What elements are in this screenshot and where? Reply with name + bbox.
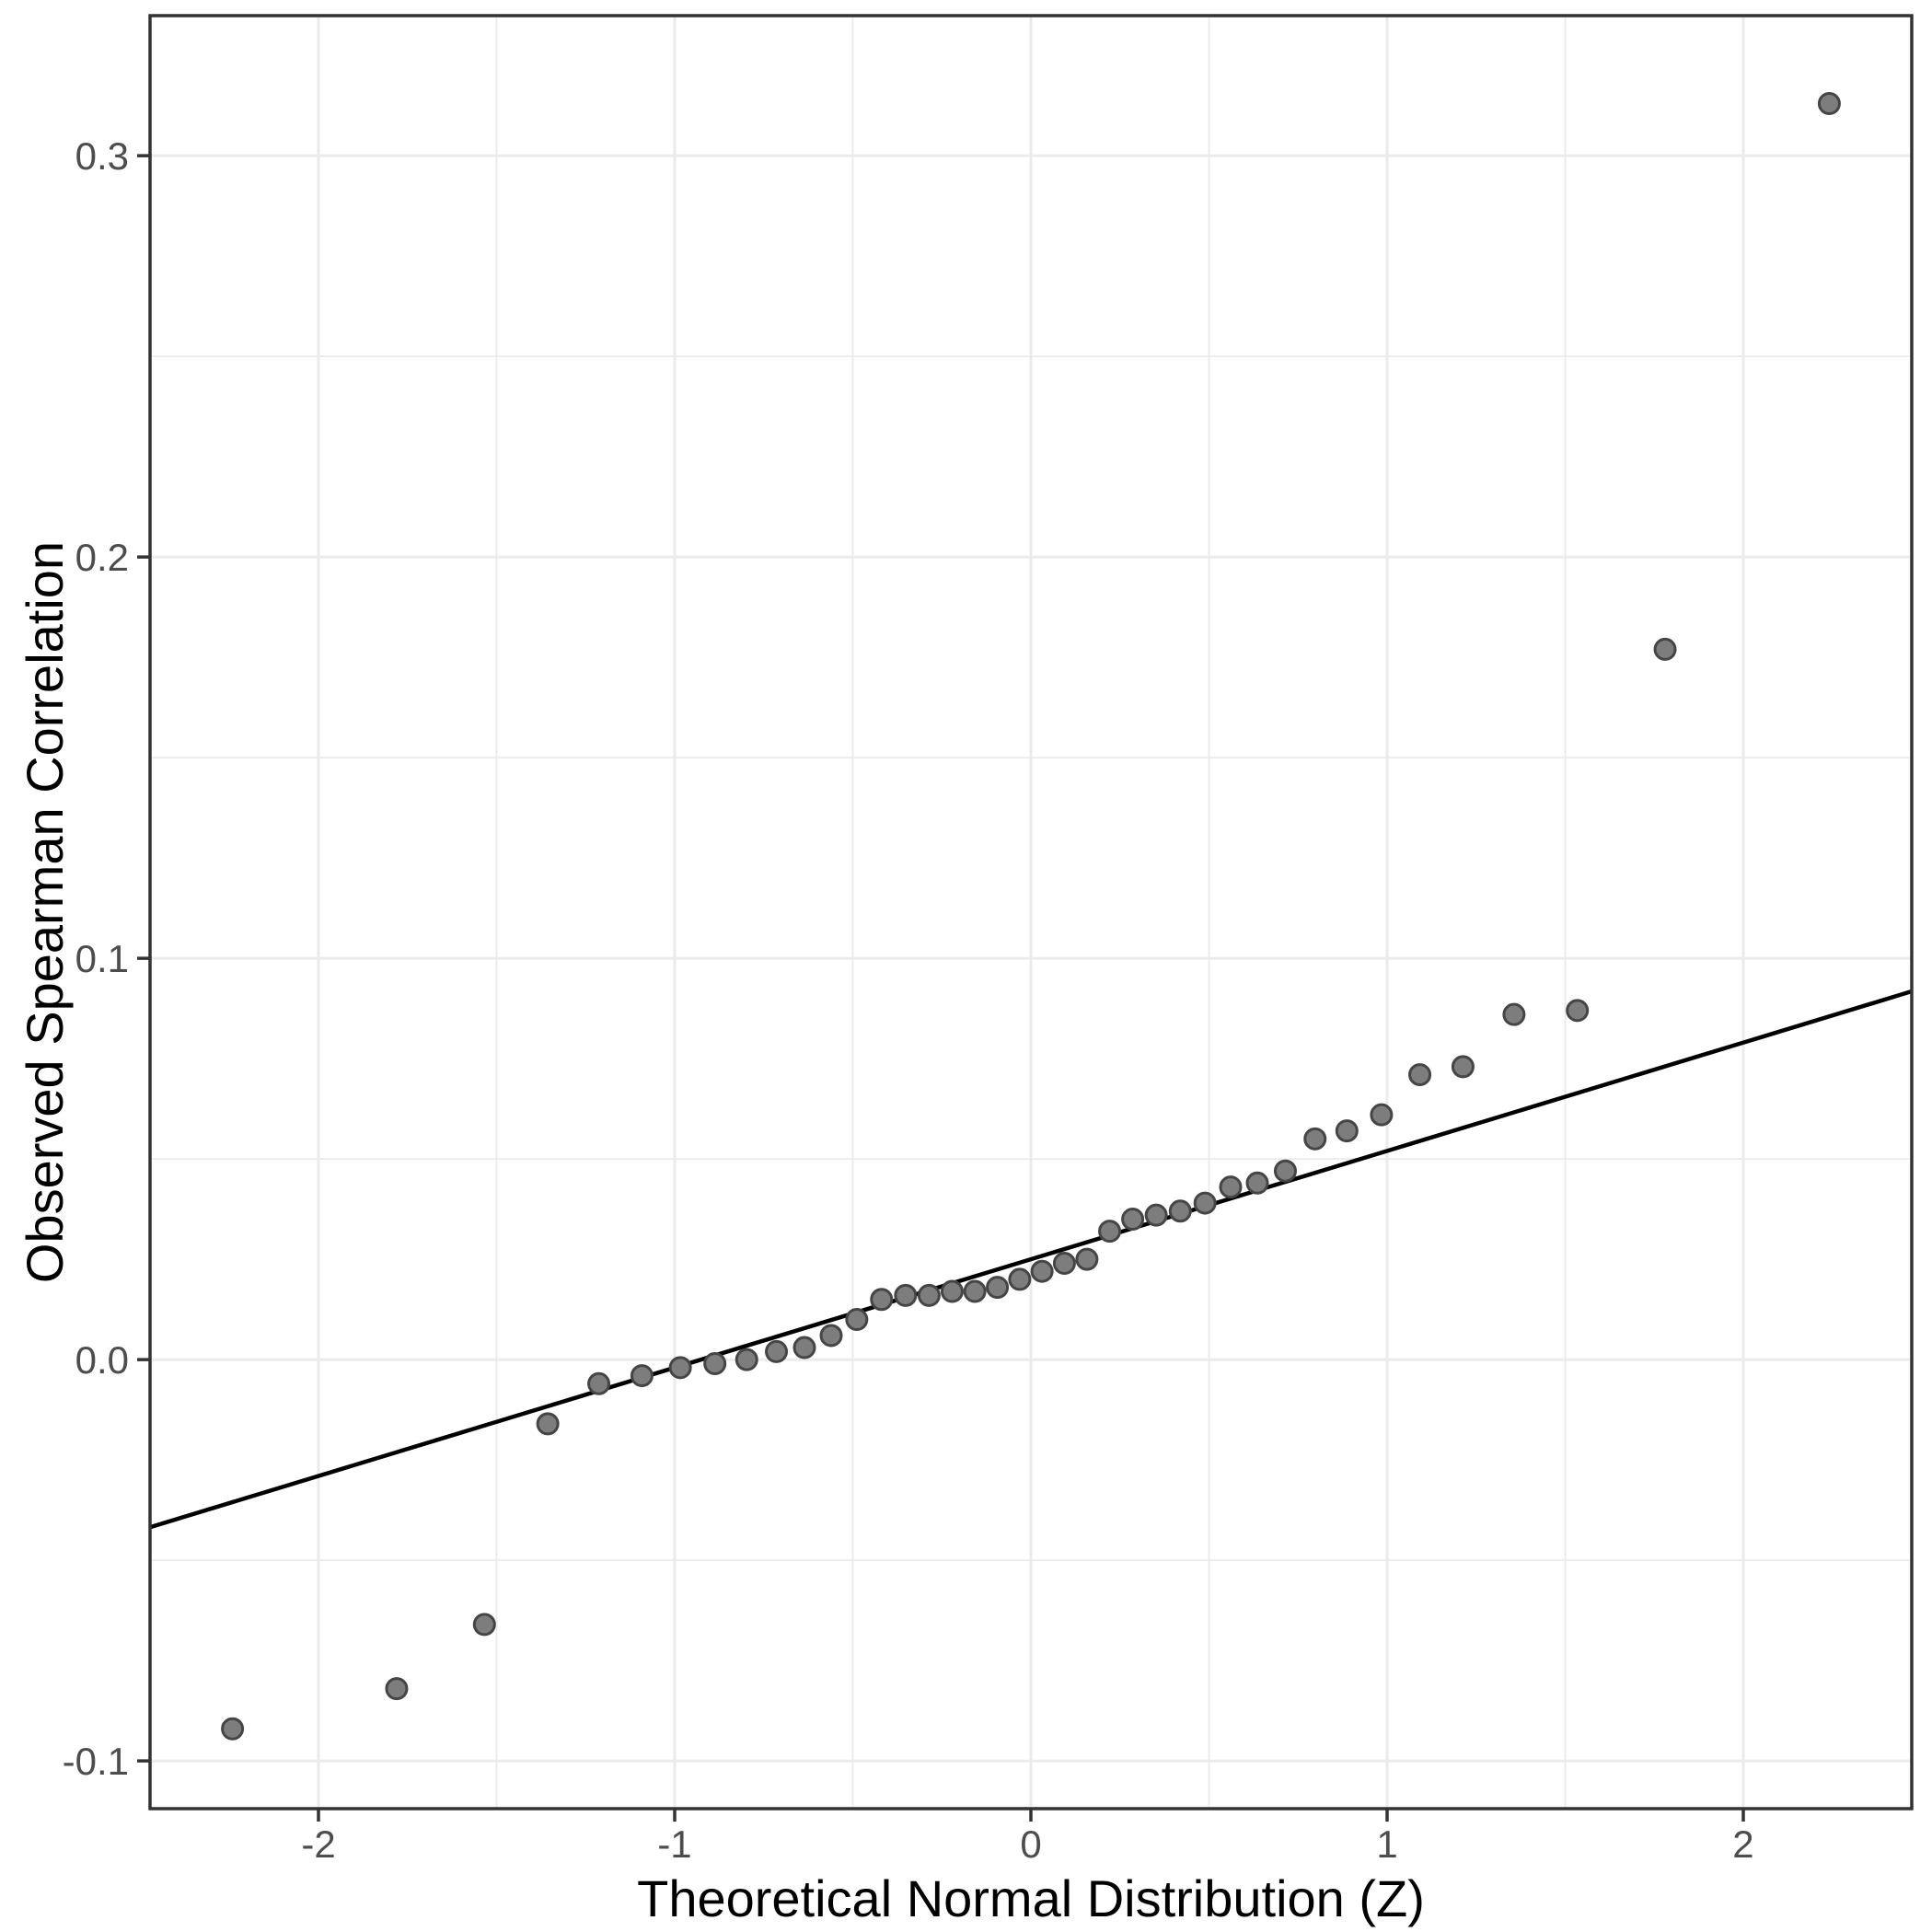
tick-labels-layer: -2 -1 0 1 2 -0.1 0.0 0.1 0.2 0.3	[63, 134, 1754, 1866]
data-point	[986, 1276, 1010, 1300]
data-point	[1653, 637, 1677, 661]
data-point	[819, 1324, 843, 1348]
data-point	[1075, 1247, 1099, 1271]
y-tick-label: -0.1	[63, 1740, 129, 1783]
data-point	[668, 1356, 692, 1380]
x-tick-label: 2	[1732, 1822, 1753, 1866]
data-point	[1121, 1208, 1145, 1232]
qq-reference-line	[149, 989, 1913, 1530]
qq-line-layer	[149, 989, 1913, 1530]
x-tick-label: 0	[1020, 1822, 1041, 1866]
data-point	[630, 1364, 654, 1388]
data-point	[1408, 1063, 1432, 1087]
x-tick-label: -1	[657, 1822, 691, 1866]
y-tick-label: 0.2	[75, 536, 129, 579]
data-point	[765, 1339, 789, 1363]
data-point	[1052, 1251, 1076, 1275]
data-point	[587, 1371, 611, 1395]
data-point	[1193, 1191, 1217, 1215]
gridlines-major	[150, 16, 1912, 1809]
data-point	[1030, 1259, 1054, 1283]
data-point	[845, 1308, 869, 1332]
data-point	[1273, 1159, 1297, 1183]
x-tick-label: -2	[301, 1822, 335, 1866]
data-point	[1502, 1002, 1526, 1026]
y-tick-label: 0.0	[75, 1338, 129, 1382]
data-point	[1370, 1103, 1394, 1127]
data-point	[870, 1288, 894, 1312]
data-point	[1451, 1055, 1475, 1079]
data-point	[1303, 1127, 1327, 1151]
data-point	[792, 1336, 816, 1359]
y-axis-title: Observed Spearman Correlation	[16, 541, 74, 1283]
data-point	[1219, 1175, 1243, 1199]
data-point	[917, 1283, 941, 1307]
data-point	[1008, 1267, 1032, 1291]
data-point	[1817, 91, 1841, 115]
data-point	[963, 1279, 987, 1303]
data-point	[221, 1717, 245, 1741]
data-points-layer	[221, 91, 1841, 1741]
data-point	[1168, 1199, 1192, 1223]
data-point	[1566, 999, 1590, 1023]
axis-ticks-layer	[137, 154, 1745, 1822]
data-point	[1098, 1220, 1122, 1244]
x-tick-label: 1	[1376, 1822, 1397, 1866]
x-axis-title: Theoretical Normal Distribution (Z)	[637, 1869, 1425, 1927]
data-point	[1245, 1171, 1269, 1195]
data-point	[536, 1412, 560, 1436]
data-point	[472, 1613, 496, 1637]
data-point	[385, 1677, 409, 1701]
y-tick-label: 0.1	[75, 937, 129, 980]
data-point	[1144, 1203, 1168, 1227]
y-tick-label: 0.3	[75, 134, 129, 178]
data-point	[703, 1351, 727, 1375]
data-point	[894, 1283, 918, 1307]
data-point	[940, 1279, 964, 1303]
data-point	[735, 1348, 758, 1371]
data-point	[1335, 1119, 1359, 1143]
